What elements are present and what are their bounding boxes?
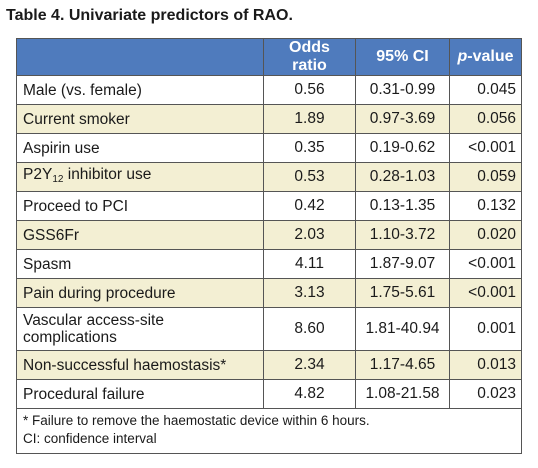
row-label: P2Y12 inhibitor use [16,162,264,192]
row-label: GSS6Fr [16,220,264,250]
row-label: Vascular access-site complications [16,307,264,351]
ci-cell: 1.10-3.72 [355,220,450,250]
header-p-value: p-value [449,38,522,76]
footnotes: * Failure to remove the haemostatic devi… [16,408,522,454]
odds-cell: 4.82 [263,379,356,409]
header-row: Odds ratio 95% CI p-value [16,38,522,76]
table-row: Spasm 4.11 1.87-9.07 <0.001 [16,249,522,279]
p-cell: 0.059 [449,162,522,192]
row-label: Proceed to PCI [16,191,264,221]
header-p-rest: -value [467,48,514,65]
table-row: Aspirin use 0.35 0.19-0.62 <0.001 [16,133,522,163]
table-row: Procedural failure 4.82 1.08-21.58 0.023 [16,379,522,409]
odds-cell: 4.11 [263,249,356,279]
ci-cell: 1.75-5.61 [355,278,450,308]
footnote-row: * Failure to remove the haemostatic devi… [16,408,522,454]
ci-cell: 0.13-1.35 [355,191,450,221]
row-label: Non-successful haemostasis* [16,350,264,380]
p-cell: 0.056 [449,104,522,134]
table-row: Vascular access-site complications 8.60 1… [16,307,522,351]
odds-cell: 0.42 [263,191,356,221]
p-cell: <0.001 [449,249,522,279]
row-label: Pain during procedure [16,278,264,308]
label-post: inhibitor use [63,166,152,183]
label-subscript: 12 [52,174,64,185]
p-cell: 0.132 [449,191,522,221]
header-parameter [16,38,264,76]
row-label: Aspirin use [16,133,264,163]
odds-cell: 0.56 [263,75,356,105]
p-cell: 0.013 [449,350,522,380]
ci-cell: 1.87-9.07 [355,249,450,279]
label-line1: Vascular access-site [23,312,164,329]
footnote-1: * Failure to remove the haemostatic devi… [23,413,370,428]
p-cell: 0.023 [449,379,522,409]
ci-cell: 1.17-4.65 [355,350,450,380]
p-cell: 0.001 [449,307,522,351]
odds-cell: 1.89 [263,104,356,134]
footnote-2: CI: confidence interval [23,431,157,446]
ci-cell: 1.81-40.94 [355,307,450,351]
table-row: Current smoker 1.89 0.97-3.69 0.056 [16,104,522,134]
predictors-table: Odds ratio 95% CI p-value Male (vs. fema… [16,38,522,454]
table-row: Pain during procedure 3.13 1.75-5.61 <0.… [16,278,522,308]
ci-cell: 1.08-21.58 [355,379,450,409]
odds-cell: 0.35 [263,133,356,163]
p-cell: <0.001 [449,278,522,308]
label-pre: P2Y [23,166,53,183]
odds-cell: 0.53 [263,162,356,192]
table-title: Table 4. Univariate predictors of RAO. [6,7,293,24]
p-cell: <0.001 [449,133,522,163]
table-row: Proceed to PCI 0.42 0.13-1.35 0.132 [16,191,522,221]
p-cell: 0.020 [449,220,522,250]
table-row: Non-successful haemostasis* 2.34 1.17-4.… [16,350,522,380]
p-cell: 0.045 [449,75,522,105]
header-ci: 95% CI [355,38,450,76]
odds-cell: 8.60 [263,307,356,351]
header-odds-ratio: Odds ratio [263,38,356,76]
table-row: P2Y12 inhibitor use 0.53 0.28-1.03 0.059 [16,162,522,192]
odds-cell: 2.03 [263,220,356,250]
ci-cell: 0.31-0.99 [355,75,450,105]
header-p-italic: p [457,48,468,65]
ci-cell: 0.97-3.69 [355,104,450,134]
ci-cell: 0.28-1.03 [355,162,450,192]
row-label: Male (vs. female) [16,75,264,105]
table-row: Male (vs. female) 0.56 0.31-0.99 0.045 [16,75,522,105]
table-row: GSS6Fr 2.03 1.10-3.72 0.020 [16,220,522,250]
odds-cell: 2.34 [263,350,356,380]
row-label: Procedural failure [16,379,264,409]
row-label: Current smoker [16,104,264,134]
label-line2: complications [23,329,117,346]
ci-cell: 0.19-0.62 [355,133,450,163]
row-label: Spasm [16,249,264,279]
odds-cell: 3.13 [263,278,356,308]
